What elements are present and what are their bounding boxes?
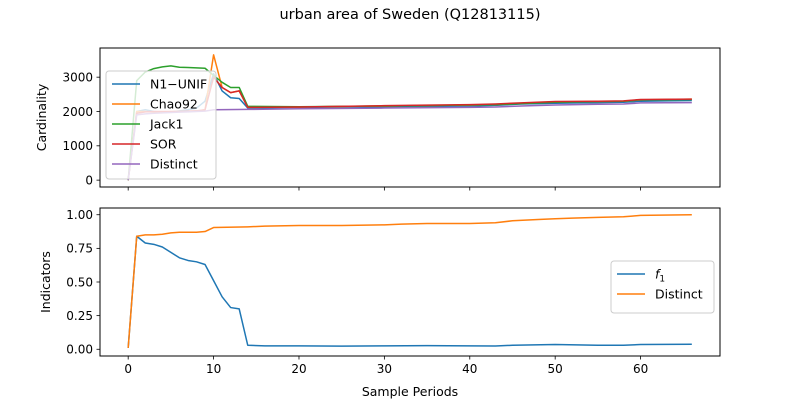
top-legend-box	[105, 70, 217, 180]
top-legend-label-n1-unif: N1−UNIF	[150, 77, 207, 92]
bot-y-tick-label: 0.00	[66, 343, 93, 357]
bot-x-tick-label: 30	[377, 362, 392, 376]
bottom-y-axis-label: Indicators	[38, 251, 53, 313]
bot-y-tick-label: 0.75	[66, 242, 93, 256]
top-legend: N1−UNIF Chao92 Jack1 SOR Distinct	[105, 70, 217, 180]
bottom-x-axis-label: Sample Periods	[362, 384, 458, 399]
top-legend-label-jack1: Jack1	[149, 117, 183, 132]
bot-x-tick-label: 0	[124, 362, 132, 376]
top-y-tick-label: 2000	[62, 105, 93, 119]
bot-x-tick-label: 40	[462, 362, 477, 376]
bot-x-tick-label: 20	[291, 362, 306, 376]
top-panel: 0 1000 2000 3000 Cardinality N1−UNIF Chao92 J…	[34, 47, 721, 191]
bottom-x-ticks: 0 10 20 30 40 50 60	[124, 356, 648, 376]
bottom-legend: f1 Distinct	[610, 260, 715, 314]
bot-y-tick-label: 0.50	[66, 275, 93, 289]
chart-title: urban area of Sweden (Q12813115)	[279, 7, 540, 23]
top-y-axis-label: Cardinality	[34, 83, 49, 151]
bot-x-tick-label: 50	[548, 362, 563, 376]
bot-y-tick-label: 1.00	[66, 208, 93, 222]
top-y-ticks: 0 1000 2000 3000	[62, 70, 100, 187]
bot-x-tick-label: 10	[206, 362, 221, 376]
bot-series-distinct-line	[127, 213, 692, 348]
bot-series-f1-line	[127, 235, 692, 348]
bottom-panel: 0.00 0.25 0.50 0.75 1.00 0 10 20 30 40 50 60 Indic…	[38, 207, 721, 399]
top-legend-label-sor: SOR	[150, 137, 177, 152]
bottom-series-lines	[127, 213, 692, 348]
top-legend-label-chao92: Chao92	[150, 97, 198, 112]
top-x-ticks	[127, 187, 641, 191]
top-legend-label-distinct: Distinct	[150, 157, 198, 172]
top-y-tick-label: 3000	[62, 70, 93, 84]
top-y-tick-label: 1000	[62, 139, 93, 153]
bottom-y-ticks: 0.00 0.25 0.50 0.75 1.00	[66, 208, 100, 357]
bot-legend-label-distinct: Distinct	[655, 287, 703, 302]
bot-legend-label-f1: f1	[655, 267, 665, 285]
bot-x-tick-label: 60	[633, 362, 648, 376]
top-axes-frame	[99, 47, 721, 188]
bot-y-tick-label: 0.25	[66, 309, 93, 323]
top-y-tick-label: 0	[85, 173, 93, 187]
